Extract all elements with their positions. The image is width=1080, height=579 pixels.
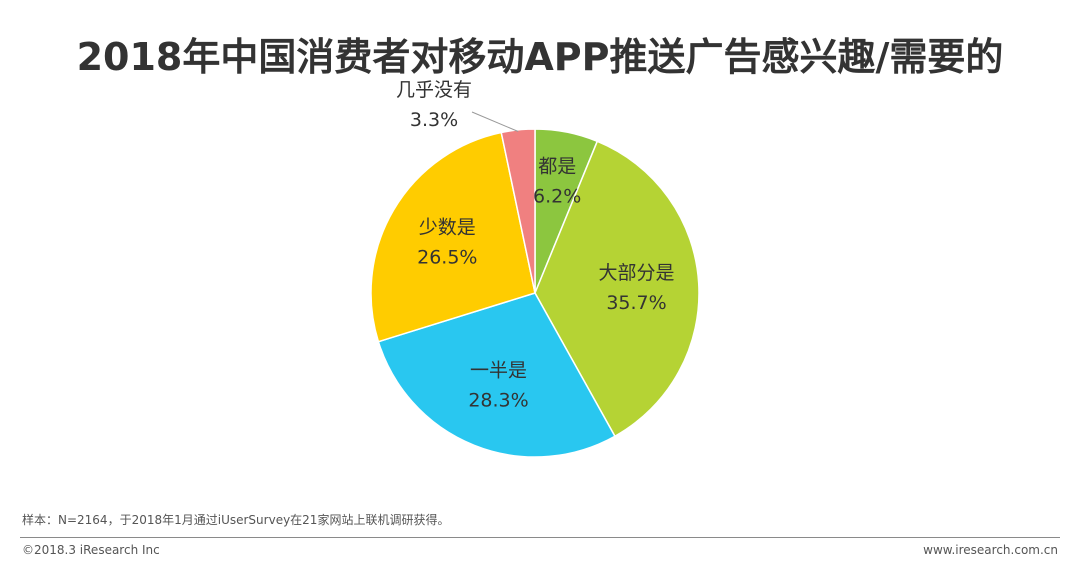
slice-label-few: 少数是	[419, 217, 476, 239]
slice-label-almost-none: 几乎没有	[396, 79, 472, 101]
pie-slice-few	[370, 131, 536, 343]
slice-label-all: 都是	[538, 155, 576, 177]
slice-value-all: 6.2%	[533, 185, 581, 207]
slice-label-most: 大部分是	[598, 262, 674, 284]
copyright-text: ©2018.3 iResearch Inc	[22, 543, 160, 557]
slice-value-half: 28.3%	[468, 389, 528, 411]
slice-value-almost-none: 3.3%	[410, 109, 458, 131]
chart-title: 2018年中国消费者对移动APP推送广告感兴趣/需要的	[76, 35, 1004, 79]
pie-slice-half	[377, 292, 616, 458]
leader-line-almost-none	[471, 111, 519, 132]
slice-value-few: 26.5%	[417, 247, 477, 269]
pie-slice-most	[534, 140, 700, 438]
pie-slice-almost-none	[500, 128, 536, 294]
footer-divider	[20, 537, 1060, 538]
slice-value-most: 35.7%	[606, 292, 666, 314]
slice-label-half: 一半是	[470, 359, 527, 381]
sample-note: 样本：N=2164，于2018年1月通过iUserSurvey在21家网站上联机…	[22, 513, 450, 527]
website-link[interactable]: www.iresearch.com.cn	[923, 543, 1058, 557]
